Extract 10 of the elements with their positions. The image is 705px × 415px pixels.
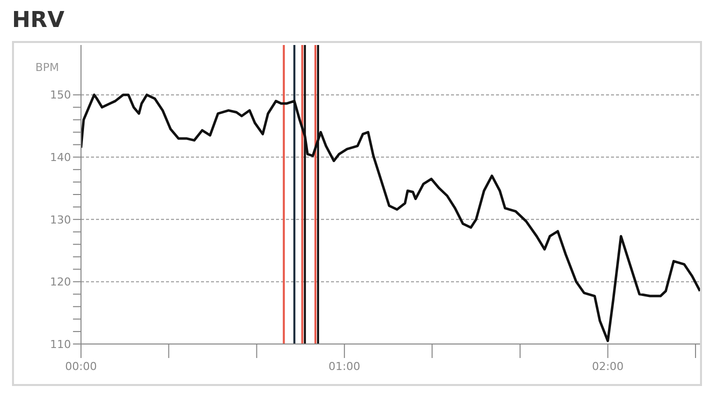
x-tick-label: 02:00	[592, 360, 624, 373]
y-tick-label: 140	[50, 151, 71, 164]
y-tick-label: 120	[50, 276, 71, 289]
y-tick-label: 110	[50, 338, 71, 351]
y-axis-title: BPM	[35, 60, 59, 74]
y-tick-label: 150	[50, 88, 71, 102]
x-tick-label: 00:00	[65, 360, 97, 373]
y-tick-label: 130	[50, 213, 71, 226]
chart-title: HRV	[12, 8, 66, 33]
x-tick-label: 01:00	[328, 360, 360, 373]
